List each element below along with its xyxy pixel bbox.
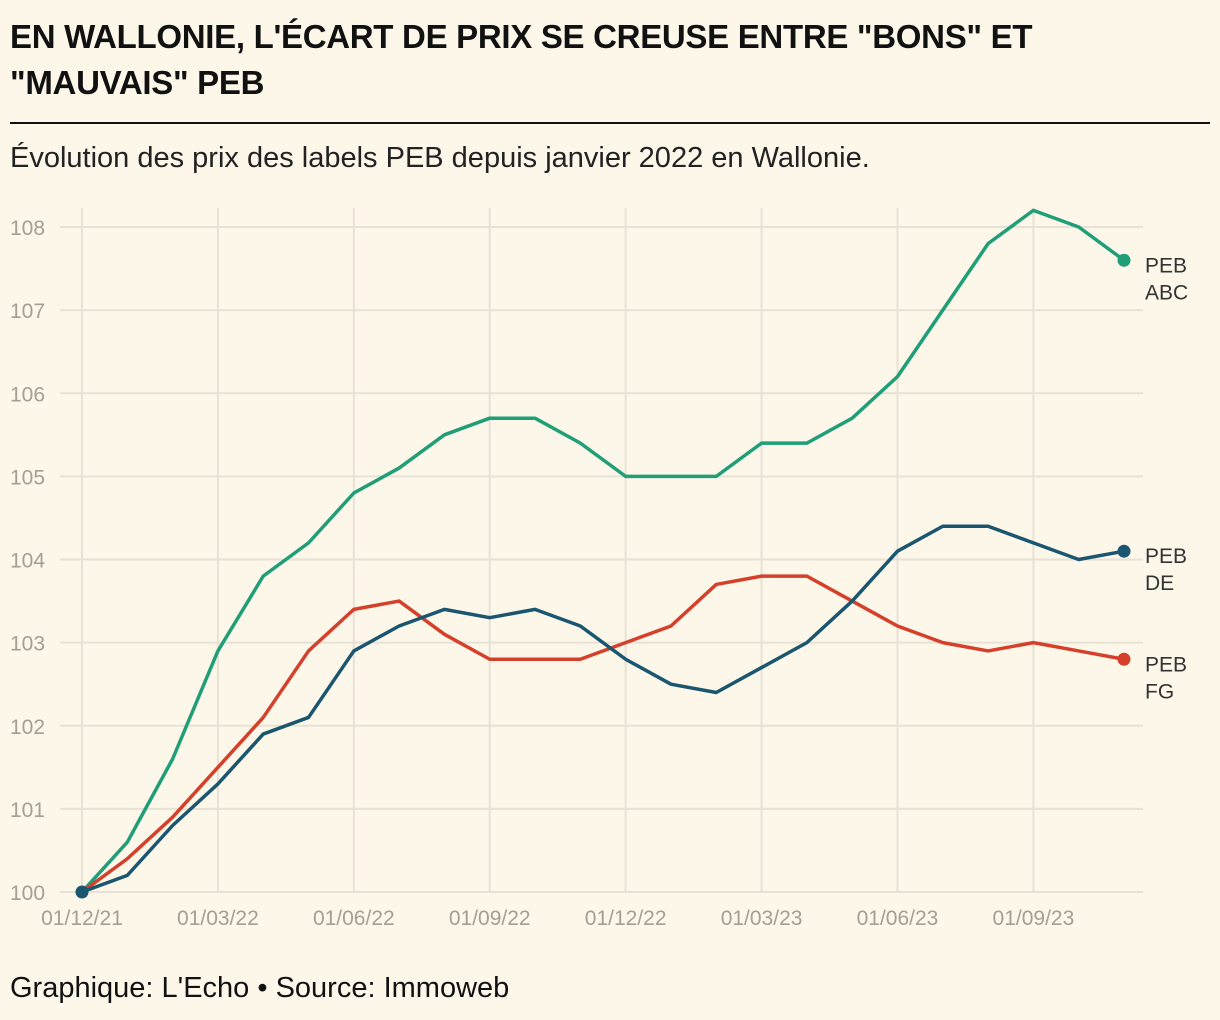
series-label: ABC bbox=[1145, 281, 1188, 304]
y-tick-label: 108 bbox=[10, 217, 45, 240]
y-tick-label: 101 bbox=[10, 799, 45, 822]
series-line-peb-de bbox=[81, 524, 1125, 894]
chart-subtitle: Évolution des prix des labels PEB depuis… bbox=[10, 142, 870, 174]
series-label: PEB bbox=[1145, 254, 1187, 277]
y-tick-label: 103 bbox=[10, 633, 45, 656]
x-tick-label: 01/09/22 bbox=[449, 907, 531, 930]
title-divider bbox=[10, 122, 1210, 124]
y-tick-label: 105 bbox=[10, 466, 45, 489]
x-tick-label: 01/12/21 bbox=[41, 907, 123, 930]
series-label: DE bbox=[1145, 572, 1174, 595]
start-marker bbox=[75, 885, 89, 899]
series-label: PEB bbox=[1145, 653, 1187, 676]
x-tick-label: 01/03/22 bbox=[177, 907, 259, 930]
x-tick-label: 01/06/22 bbox=[313, 907, 395, 930]
series-line-peb-fg bbox=[80, 574, 1125, 894]
series-line-peb-abc bbox=[80, 208, 1126, 894]
chart-title: EN WALLONIE, L'ÉCART DE PRIX SE CREUSE E… bbox=[10, 18, 1033, 101]
chart-footer: Graphique: L'Echo • Source: Immoweb bbox=[10, 972, 510, 1004]
x-tick-label: 01/06/23 bbox=[857, 907, 939, 930]
x-tick-label: 01/12/22 bbox=[585, 907, 667, 930]
series-end-marker bbox=[1117, 652, 1131, 666]
y-tick-label: 100 bbox=[10, 882, 45, 905]
series-end-marker bbox=[1117, 544, 1131, 558]
series-label: FG bbox=[1145, 680, 1174, 703]
y-tick-label: 104 bbox=[10, 550, 45, 573]
y-tick-label: 106 bbox=[10, 383, 45, 406]
x-tick-label: 01/09/23 bbox=[993, 907, 1075, 930]
y-tick-label: 102 bbox=[10, 716, 45, 739]
series-label: PEB bbox=[1145, 545, 1187, 568]
series-end-marker bbox=[1117, 253, 1131, 267]
x-tick-label: 01/03/23 bbox=[721, 907, 803, 930]
y-tick-label: 107 bbox=[10, 300, 45, 323]
